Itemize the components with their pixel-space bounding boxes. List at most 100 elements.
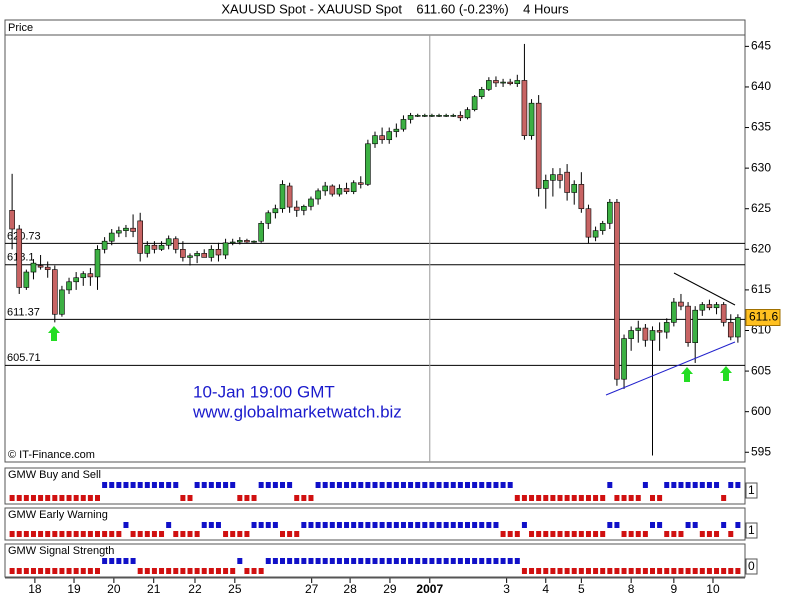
candle-body bbox=[706, 304, 713, 309]
signal-square bbox=[258, 568, 264, 574]
candle-body bbox=[144, 244, 151, 254]
signal-square bbox=[265, 522, 271, 528]
signal-square bbox=[650, 522, 655, 528]
signal-square bbox=[415, 522, 421, 528]
signal-square bbox=[123, 522, 129, 528]
candle-body bbox=[73, 277, 79, 283]
signal-square bbox=[9, 568, 15, 574]
signal-square bbox=[230, 568, 236, 574]
signal-square bbox=[408, 482, 414, 488]
signal-square bbox=[180, 568, 186, 574]
signal-square bbox=[507, 558, 513, 564]
candle-body bbox=[436, 115, 442, 117]
candle-body bbox=[229, 241, 236, 244]
candle-body bbox=[493, 80, 499, 84]
signal-square bbox=[258, 482, 264, 488]
signal-square bbox=[585, 568, 591, 574]
candle-body bbox=[642, 327, 649, 341]
signal-square bbox=[187, 495, 193, 501]
signal-square bbox=[280, 558, 285, 564]
signal-square bbox=[699, 482, 705, 488]
signal-square bbox=[443, 558, 449, 564]
signal-square bbox=[187, 568, 193, 574]
signal-square bbox=[600, 531, 606, 537]
signal-square bbox=[301, 522, 307, 528]
signal-square bbox=[692, 568, 698, 574]
signal-square bbox=[671, 482, 677, 488]
signal-square bbox=[208, 522, 214, 528]
signal-square bbox=[287, 482, 293, 488]
signal-square bbox=[536, 495, 542, 501]
signal-square bbox=[336, 558, 342, 564]
signal-square bbox=[472, 522, 478, 528]
y-tick-label: 600 bbox=[751, 404, 771, 418]
signal-square bbox=[66, 495, 72, 501]
x-tick-label: 2007 bbox=[416, 582, 443, 596]
y-tick-label: 605 bbox=[751, 363, 771, 377]
candle-body bbox=[80, 273, 87, 279]
signal-square bbox=[714, 568, 720, 574]
signal-square bbox=[372, 522, 378, 528]
signal-square bbox=[678, 568, 684, 574]
candle-body bbox=[542, 180, 549, 189]
candle-body bbox=[393, 128, 400, 132]
signal-square bbox=[635, 495, 641, 501]
signal-square bbox=[386, 558, 392, 564]
signal-square bbox=[137, 531, 143, 537]
candle-body bbox=[671, 301, 677, 323]
signal-square bbox=[699, 531, 705, 537]
signal-square bbox=[59, 495, 65, 501]
signal-square bbox=[600, 495, 606, 501]
signal-square bbox=[230, 531, 236, 537]
signal-square bbox=[386, 482, 392, 488]
signal-square bbox=[358, 482, 364, 488]
level-label: 611.37 bbox=[7, 306, 40, 318]
x-tick-label: 27 bbox=[305, 582, 319, 596]
signal-square bbox=[600, 568, 606, 574]
signal-square bbox=[116, 482, 122, 488]
candle-body bbox=[571, 184, 578, 193]
signal-square bbox=[479, 522, 485, 528]
candle-body bbox=[713, 304, 720, 309]
signal-square bbox=[550, 568, 556, 574]
signal-square bbox=[664, 482, 670, 488]
signal-square bbox=[294, 531, 300, 537]
price-panel bbox=[4, 19, 746, 463]
signal-square bbox=[486, 522, 492, 528]
indicator-value: 0 bbox=[748, 559, 755, 573]
signal-square bbox=[272, 558, 278, 564]
signal-square bbox=[386, 522, 392, 528]
signal-square bbox=[379, 558, 385, 564]
candle-body bbox=[123, 227, 129, 231]
signal-square bbox=[635, 531, 641, 537]
candle-body bbox=[365, 143, 371, 185]
copyright: © IT-Finance.com bbox=[8, 449, 95, 461]
signal-square bbox=[500, 558, 506, 564]
signal-square bbox=[621, 495, 627, 501]
signal-square bbox=[393, 522, 399, 528]
candle-body bbox=[386, 131, 393, 141]
signal-square bbox=[379, 522, 385, 528]
candle-body bbox=[44, 266, 51, 270]
arrow bbox=[720, 366, 732, 381]
signal-square bbox=[66, 568, 72, 574]
candle-body bbox=[16, 228, 23, 288]
signal-square bbox=[550, 495, 556, 501]
candle-body bbox=[279, 184, 286, 210]
signal-square bbox=[671, 568, 677, 574]
signal-square bbox=[450, 522, 456, 528]
y-tick-label: 635 bbox=[751, 120, 771, 134]
signal-square bbox=[429, 522, 435, 528]
x-tick-label: 9 bbox=[671, 582, 678, 596]
y-tick-label: 630 bbox=[751, 160, 771, 174]
chart-title: XAUUSD Spot - XAUUSD Spot 611.60 (-0.23%… bbox=[221, 1, 569, 16]
candle-body bbox=[592, 230, 599, 238]
signal-square bbox=[429, 482, 435, 488]
signal-square bbox=[223, 531, 229, 537]
signal-square bbox=[287, 558, 293, 564]
signal-square bbox=[73, 495, 79, 501]
signal-square bbox=[159, 482, 165, 488]
candle-body bbox=[251, 240, 257, 243]
candle-body bbox=[564, 171, 570, 193]
signal-square bbox=[422, 522, 428, 528]
